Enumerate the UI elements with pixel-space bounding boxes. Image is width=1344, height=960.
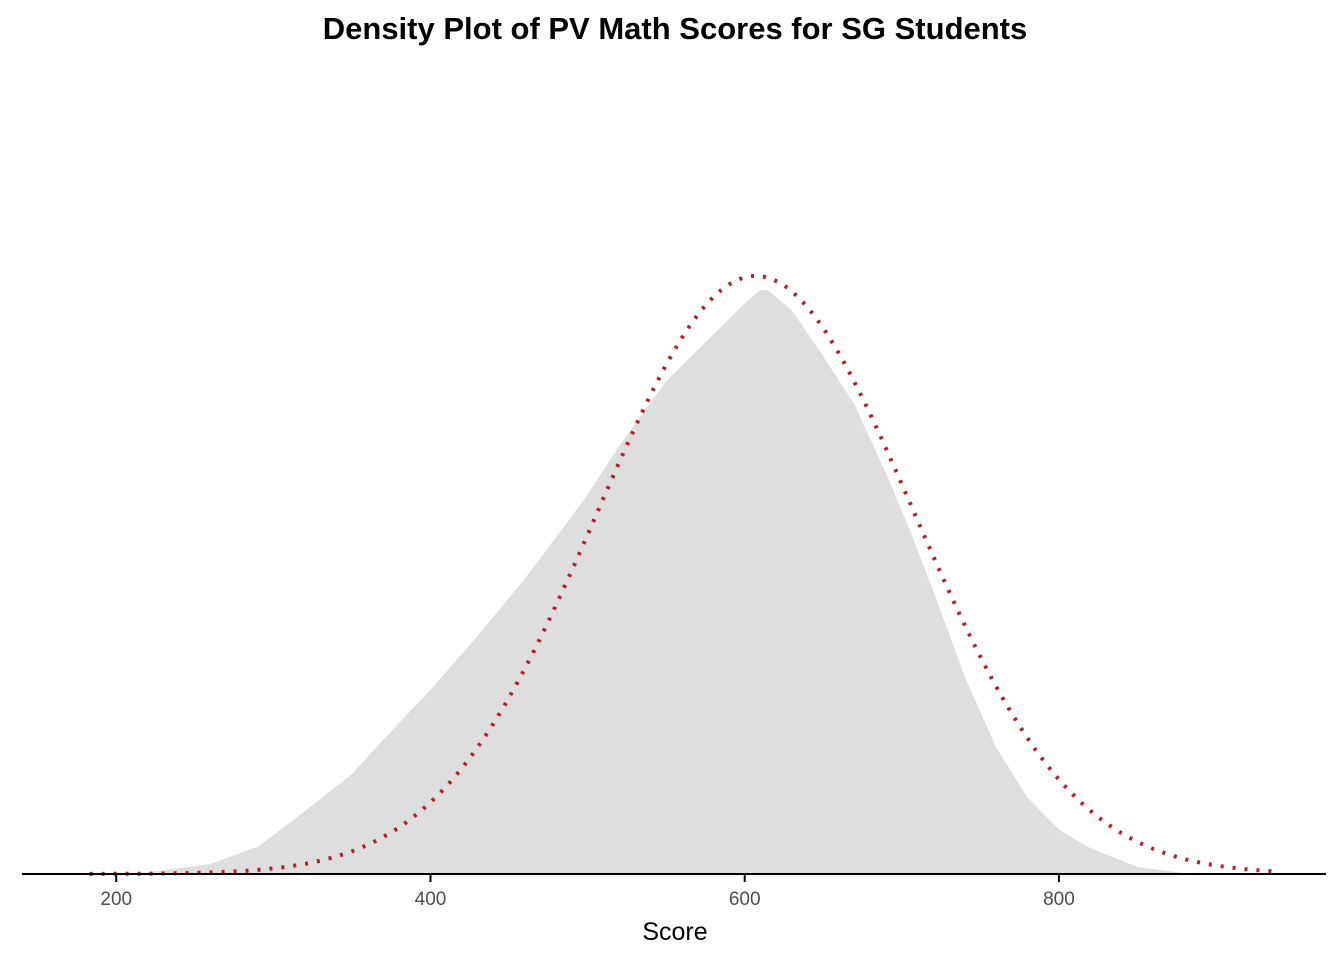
x-axis-title: Score (642, 918, 707, 946)
chart-title: Density Plot of PV Math Scores for SG St… (323, 11, 1028, 46)
x-axis-ticks: 200 400 600 800 (100, 874, 1075, 910)
density-area (89, 290, 1283, 874)
x-tick-label: 800 (1043, 889, 1075, 910)
plot-area (89, 273, 1283, 876)
x-tick-label: 200 (100, 889, 132, 910)
x-tick-label: 400 (415, 889, 447, 910)
x-tick-label: 600 (729, 889, 761, 910)
normal-curve-line (89, 273, 1281, 876)
